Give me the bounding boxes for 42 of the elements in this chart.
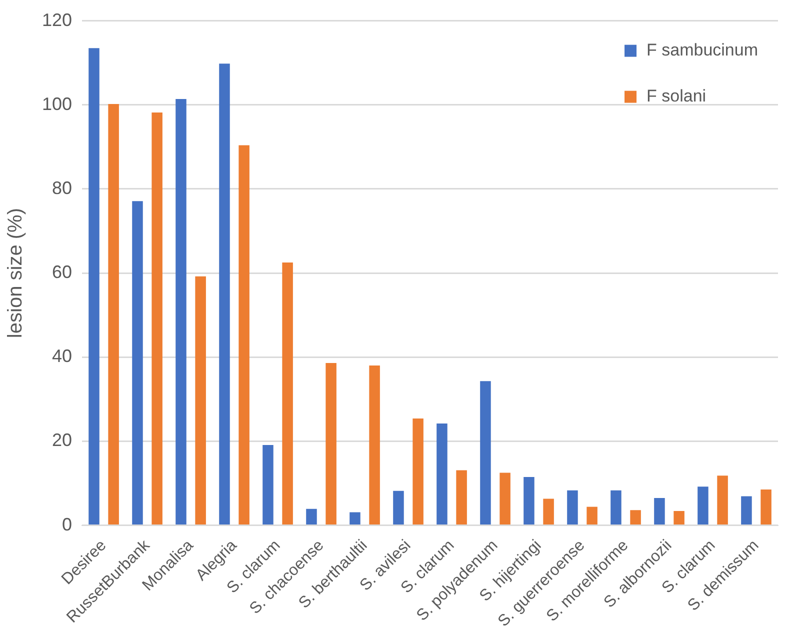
bar	[698, 486, 708, 525]
bar	[543, 498, 554, 525]
y-tick-label: 80	[52, 178, 72, 198]
bar	[741, 496, 752, 525]
y-tick-label: 60	[52, 262, 72, 282]
bar	[393, 490, 404, 525]
bar	[238, 145, 250, 525]
bar	[195, 276, 206, 525]
y-tick-label: 100	[42, 94, 72, 114]
bar	[152, 112, 162, 525]
y-tick-label: 40	[52, 346, 72, 366]
bar	[436, 424, 448, 525]
bar	[219, 64, 230, 525]
bar	[654, 498, 665, 525]
bar	[500, 472, 510, 525]
bar	[282, 262, 293, 525]
bar	[132, 201, 143, 525]
bar	[586, 506, 598, 525]
legend-label: F sambucinum	[646, 40, 758, 60]
bar	[760, 490, 772, 525]
bar	[630, 510, 641, 525]
bar	[88, 48, 100, 525]
bar	[610, 490, 622, 525]
bar	[369, 366, 380, 525]
bar	[674, 511, 684, 525]
bar	[176, 98, 186, 525]
legend-label: F solani	[646, 86, 706, 106]
bar	[480, 381, 491, 525]
bar	[306, 508, 317, 525]
bar	[412, 418, 424, 525]
bar	[717, 476, 728, 525]
bar	[262, 444, 274, 525]
bar	[350, 512, 360, 525]
y-tick-label: 120	[42, 10, 72, 30]
bar	[326, 363, 336, 525]
y-tick-label: 0	[62, 514, 72, 534]
bar	[524, 476, 534, 525]
y-tick-label: 20	[52, 430, 72, 450]
y-axis-title: lesion size (%)	[4, 208, 27, 338]
bar	[108, 104, 119, 525]
bar	[567, 490, 578, 525]
bar	[456, 470, 467, 525]
